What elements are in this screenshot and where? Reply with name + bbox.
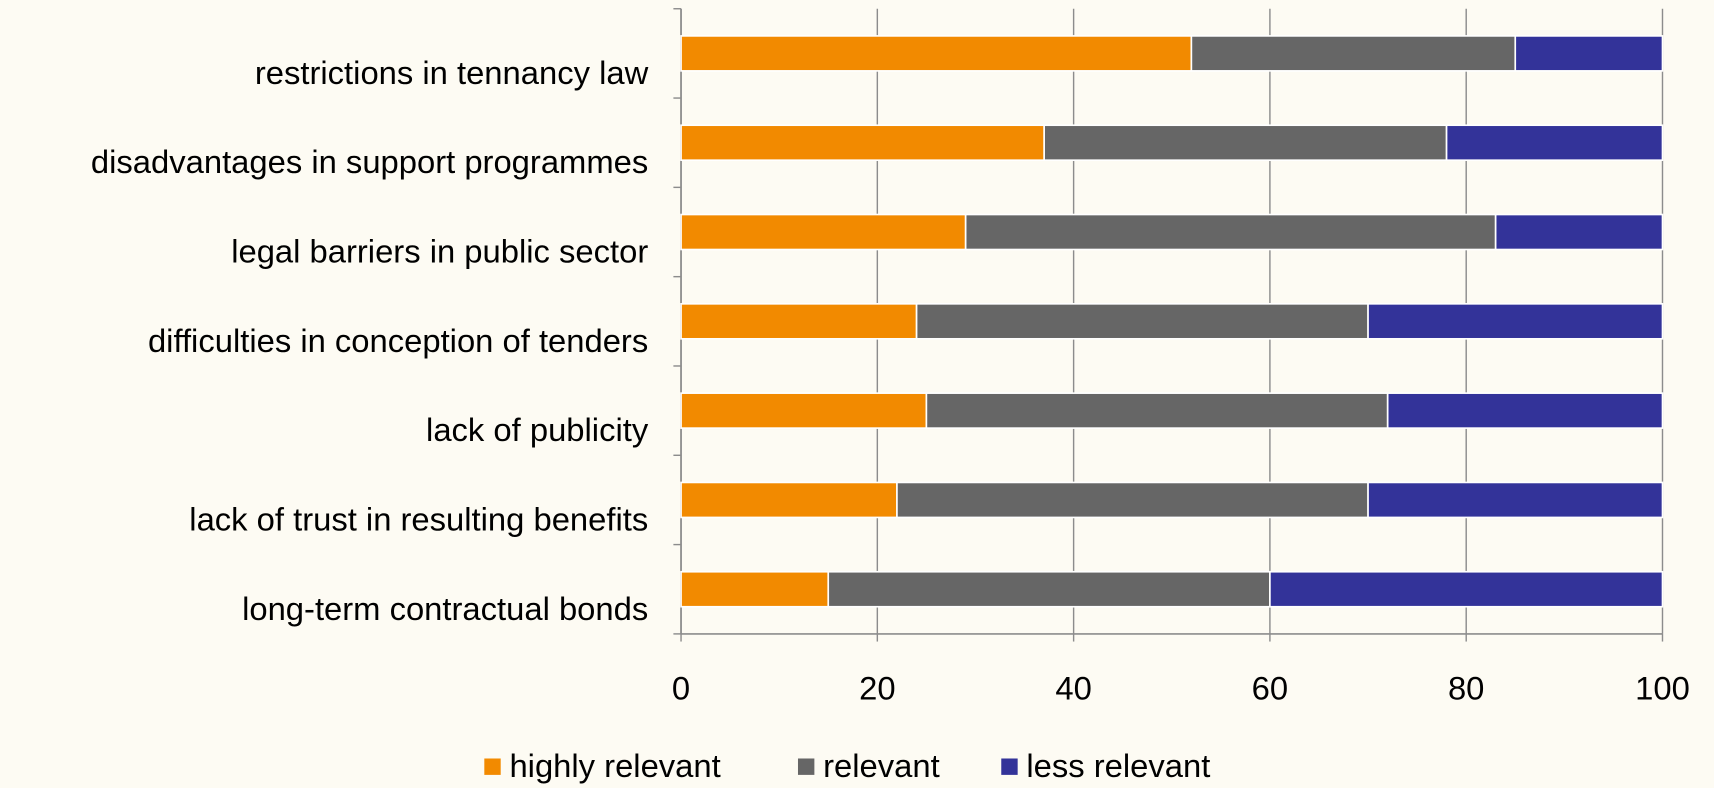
bar-segment [1043,124,1448,162]
legend-label: less relevant [1026,747,1210,784]
legend-swatch [1001,758,1018,775]
bar-segment [1190,35,1517,72]
category-label: disadvantages in support programmes [91,143,648,180]
x-tick-label: 60 [1252,669,1288,706]
x-tick-label: 80 [1448,669,1484,706]
bar-segment [1386,392,1664,429]
category-label: long-term contractual bonds [242,590,648,627]
x-tick-label: 100 [1635,669,1690,706]
bar-segment [680,570,830,608]
legend-label: relevant [823,747,940,784]
bar-segment [1367,303,1664,340]
bar-segment [925,392,1389,429]
category-label: lack of trust in resulting benefits [189,500,648,537]
bar-segment [827,570,1271,608]
bar-segment [1367,481,1664,519]
bar-segment [1514,35,1664,72]
legend-swatch [484,758,501,775]
bar-segment [1445,124,1664,162]
bar-segment [896,481,1369,519]
legend-label: highly relevant [509,747,720,784]
x-tick-label: 40 [1055,669,1091,706]
category-label: difficulties in conception of tenders [148,322,648,359]
bar-segment [680,35,1193,72]
category-label: lack of publicity [426,411,649,448]
bar-segment [680,481,898,519]
bar-segment [680,303,918,340]
bar-segment [680,124,1045,162]
x-tick-label: 0 [672,669,690,706]
legend-swatch [797,758,815,775]
bar-segment [1494,213,1664,251]
bar-segment [680,392,928,429]
category-label: legal barriers in public sector [231,233,648,270]
bar-segment [915,303,1369,340]
category-label: restrictions in tennancy law [255,54,649,91]
bar-segment [680,213,967,251]
bar-segment [964,213,1497,251]
x-tick-label: 20 [859,669,895,706]
bar-segment [1269,570,1664,608]
